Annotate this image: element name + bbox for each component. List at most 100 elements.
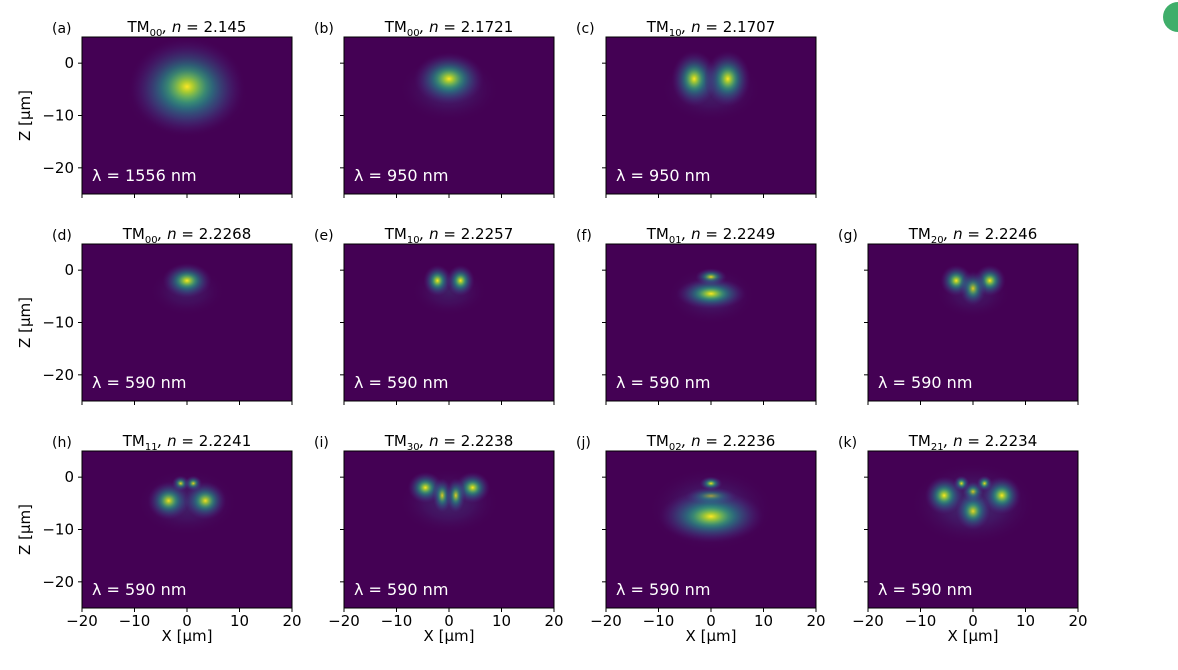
n-prefix: , n = [682, 225, 723, 243]
mode-panel: −20 −10 0 10 20 (j) TM02, n = 2.2236 λ = 590 nm… [576, 432, 826, 645]
y-tick-label: −20 [42, 573, 74, 591]
panel-title: TM00, n = 2.1721 [384, 18, 514, 39]
wavelength-label: λ = 590 nm [616, 580, 710, 599]
mode-name: TM [127, 18, 150, 36]
x-tick-label: −20 [852, 612, 884, 630]
panel-title: TM10, n = 2.1707 [646, 18, 776, 39]
wavelength-label: λ = 590 nm [92, 580, 186, 599]
wavelength-label: λ = 1556 nm [92, 166, 197, 185]
n-value: 2.2268 [199, 225, 252, 243]
x-tick-label: 10 [230, 612, 249, 630]
mode-lobe [183, 481, 227, 521]
wavelength-label: λ = 950 nm [354, 166, 448, 185]
x-tick-label: −20 [590, 612, 622, 630]
x-tick-label: −20 [328, 612, 360, 630]
panel-letter: (a) [52, 21, 72, 37]
mode-field [648, 467, 774, 551]
mode-field [935, 264, 1011, 319]
mode-name: TM [908, 432, 931, 450]
mode-subscript: 00 [150, 28, 163, 39]
n-prefix: , n = [420, 18, 461, 36]
mode-panel: −20 −10 0 10 20 (k) TM21, n = 2.2234 λ = 590 nm… [838, 432, 1088, 645]
x-tick-label: −20 [66, 612, 98, 630]
mode-subscript: 20 [931, 235, 944, 246]
panel-title: TM00, n = 2.145 [127, 18, 247, 39]
x-tick-label: −10 [905, 612, 937, 630]
panel-letter: (f) [576, 228, 592, 244]
panel-letter: (b) [314, 21, 334, 37]
panel-title: TM30, n = 2.2238 [384, 432, 514, 453]
n-value: 2.1707 [723, 18, 776, 36]
mode-panel: (f) TM01, n = 2.2249 λ = 590 nm [576, 225, 817, 405]
mode-subscript: 30 [407, 442, 420, 453]
corner-badge[interactable] [1163, 2, 1178, 32]
mode-panel: (e) TM10, n = 2.2257 λ = 590 nm [314, 225, 555, 405]
panel-letter: (k) [838, 435, 857, 451]
mode-name: TM [122, 225, 145, 243]
x-tick-label: 10 [1016, 612, 1035, 630]
mode-field [124, 37, 250, 140]
panel-title: TM21, n = 2.2234 [908, 432, 1038, 453]
mode-lobe [704, 50, 752, 108]
y-tick-label: −20 [42, 366, 74, 384]
x-tick-label: 0 [706, 612, 716, 630]
wavelength-label: λ = 950 nm [616, 166, 710, 185]
x-tick-label: 20 [806, 612, 825, 630]
x-tick-label: −10 [381, 612, 413, 630]
n-prefix: , n = [158, 432, 199, 450]
n-prefix: , n = [682, 432, 723, 450]
mode-panel: 0 −10 −20 (a) TM00, n = 2.145 λ = 1556 nm Z [μ… [16, 18, 293, 198]
y-tick-label: −10 [42, 521, 74, 539]
n-value: 2.2241 [199, 432, 252, 450]
panel-title: TM02, n = 2.2236 [646, 432, 776, 453]
mode-panel: (g) TM20, n = 2.2246 λ = 590 nm [838, 225, 1079, 405]
mode-field [398, 52, 500, 123]
panel-title: TM10, n = 2.2257 [384, 225, 514, 246]
mode-name: TM [646, 18, 669, 36]
mode-name: TM [646, 432, 669, 450]
mode-name: TM [122, 432, 145, 450]
x-tick-label: 10 [754, 612, 773, 630]
mode-panel: (b) TM00, n = 2.1721 λ = 950 nm [314, 18, 555, 198]
x-tick-label: 20 [282, 612, 301, 630]
wavelength-label: λ = 590 nm [354, 580, 448, 599]
mode-name: TM [384, 18, 407, 36]
n-prefix: , n = [420, 432, 461, 450]
mode-lobe [432, 477, 452, 514]
x-axis-label: X [μm] [948, 627, 999, 645]
panel-letter: (d) [52, 228, 72, 244]
mode-subscript: 21 [931, 442, 944, 453]
y-tick-label: 0 [64, 468, 74, 486]
mode-lobe [670, 50, 718, 108]
n-prefix: , n = [162, 18, 203, 36]
mode-field [660, 50, 762, 123]
mode-lobe [955, 491, 991, 531]
x-axis-label: X [μm] [686, 627, 737, 645]
n-value: 2.2246 [985, 225, 1038, 243]
wavelength-label: λ = 590 nm [354, 373, 448, 392]
y-tick-label: 0 [64, 54, 74, 72]
x-tick-label: 0 [444, 612, 454, 630]
mode-lobe [924, 475, 964, 516]
y-axis-label: Z [μm] [16, 90, 34, 141]
mode-panel: −20 −10 0 10 20 (i) TM30, n = 2.2238 λ = 590 nm… [314, 432, 564, 645]
mode-lobe [162, 262, 212, 299]
mode-subscript: 01 [669, 235, 682, 246]
x-tick-label: 0 [182, 612, 192, 630]
panel-letter: (j) [576, 435, 591, 451]
n-value: 2.1721 [461, 18, 514, 36]
panel-title: TM11, n = 2.2241 [122, 432, 252, 453]
panel-title: TM20, n = 2.2246 [908, 225, 1038, 246]
x-tick-label: 20 [1068, 612, 1087, 630]
mode-lobe [413, 52, 485, 106]
mode-subscript: 00 [407, 28, 420, 39]
mode-lobe [657, 489, 765, 544]
n-value: 2.2249 [723, 225, 776, 243]
mode-field [136, 469, 238, 537]
n-value: 2.145 [204, 18, 247, 36]
panel-letter: (h) [52, 435, 72, 451]
mode-field [149, 262, 225, 317]
panel-title: TM00, n = 2.2268 [122, 225, 252, 246]
n-value: 2.2236 [723, 432, 776, 450]
mode-lobe [446, 264, 475, 297]
